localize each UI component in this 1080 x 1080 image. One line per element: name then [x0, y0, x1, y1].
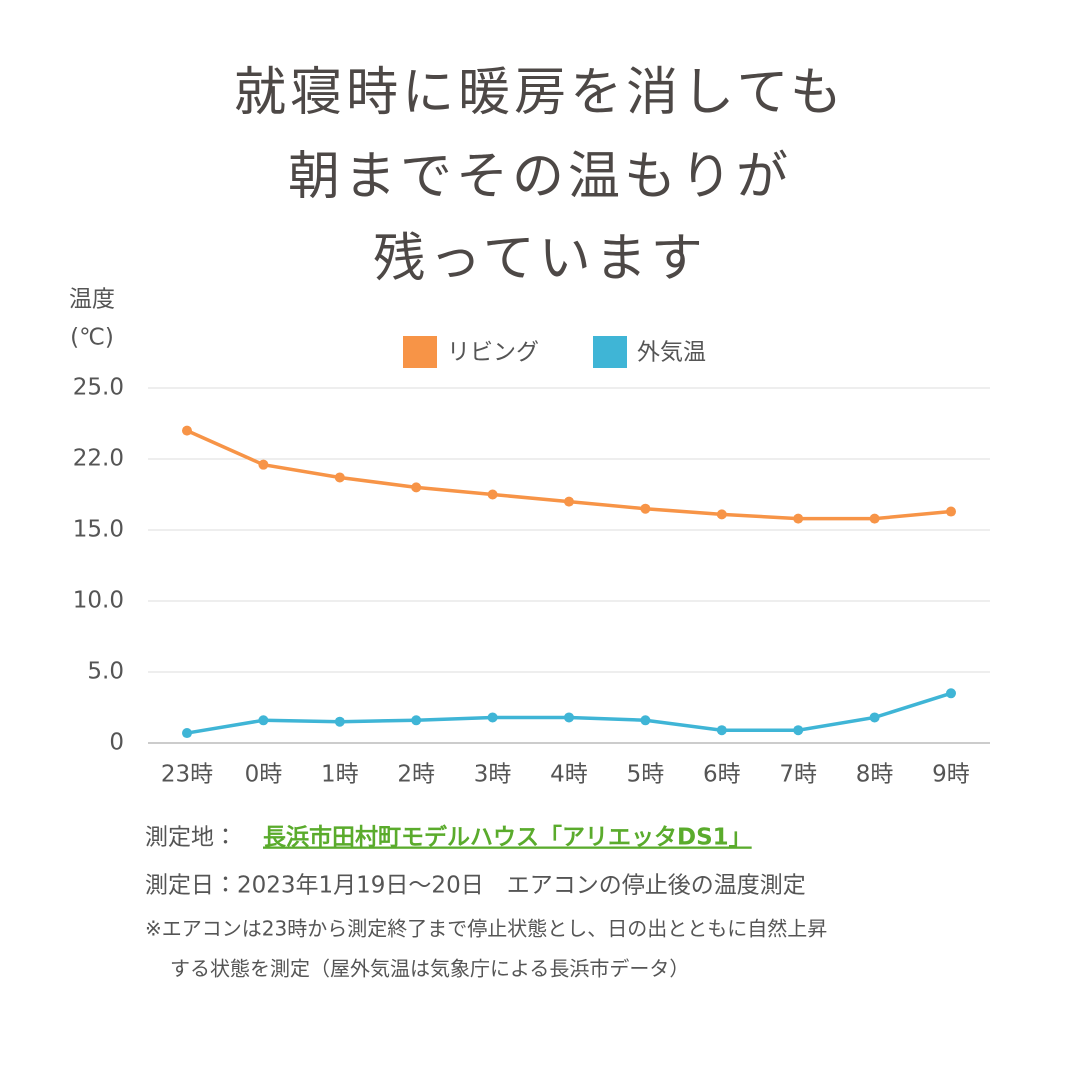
point	[487, 712, 498, 723]
x-tick-label: 5時	[627, 762, 665, 788]
note-remark: ※エアコンは23時から測定終了まで停止状態とし、日の出とともに自然上昇	[145, 917, 827, 941]
point	[946, 506, 956, 517]
chart-title: 朝までその温もりが	[288, 147, 792, 207]
x-tick-label: 8時	[856, 762, 894, 788]
y-tick-label: 25.0	[73, 375, 124, 401]
chart-title: 就寝時に暖房を消しても	[234, 63, 846, 123]
point	[411, 715, 422, 726]
point	[640, 715, 651, 726]
y-tick-label: 0	[109, 730, 124, 756]
point	[564, 496, 574, 507]
x-tick-label: 4時	[550, 762, 588, 788]
legend-label: リビング	[447, 340, 539, 366]
point	[869, 712, 880, 723]
y-axis-label: (℃)	[70, 325, 114, 351]
point	[793, 725, 804, 736]
point	[564, 712, 574, 723]
x-tick-label: 23時	[161, 762, 213, 788]
y-tick-label: 22.0	[73, 446, 124, 472]
x-tick-label: 0時	[245, 762, 283, 788]
x-tick-label: 9時	[932, 762, 970, 788]
note-remark: する状態を測定（屋外気温は気象庁による長浜市データ）	[170, 957, 689, 981]
legend-label: 外気温	[637, 340, 706, 366]
point	[334, 716, 345, 727]
point	[946, 688, 956, 699]
y-tick-label: 5.0	[87, 659, 124, 685]
point	[487, 489, 498, 500]
point	[182, 728, 192, 739]
x-tick-label: 2時	[397, 762, 435, 788]
chart-title: 残っています	[373, 229, 706, 289]
note-date: 測定日：2023年1月19日～20日 エアコンの停止後の温度測定	[145, 873, 806, 899]
y-axis-label: 温度	[69, 287, 115, 313]
y-tick-label: 10.0	[73, 588, 124, 614]
point	[258, 459, 269, 470]
point	[640, 503, 651, 514]
y-tick-label: 15.0	[73, 517, 124, 543]
x-tick-label: 6時	[703, 762, 741, 788]
location-link[interactable]: 長浜市田村町モデルハウス「アリエッタDS1」	[263, 824, 752, 851]
x-tick-label: 3時	[474, 762, 512, 788]
point	[793, 513, 804, 524]
legend-swatch	[403, 336, 437, 368]
point	[334, 472, 345, 483]
point	[411, 482, 422, 493]
x-tick-label: 7時	[779, 762, 817, 788]
point	[716, 725, 727, 736]
point	[716, 509, 727, 520]
point	[869, 513, 880, 524]
point	[258, 715, 269, 726]
point	[182, 425, 192, 436]
note-label: 測定地：	[145, 825, 237, 851]
legend-swatch	[593, 336, 627, 368]
x-tick-label: 1時	[321, 762, 359, 788]
